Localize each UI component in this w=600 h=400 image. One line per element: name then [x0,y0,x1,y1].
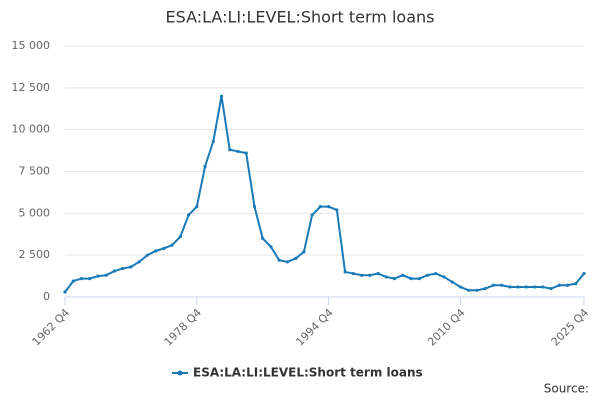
point [376,271,380,276]
point [532,285,537,289]
point [71,279,75,283]
point [516,285,520,289]
chart-title: ESA:LA:LI:LEVEL:Short term loans [166,8,435,27]
point [285,260,290,264]
point [63,290,67,294]
point [244,151,248,155]
point [178,235,182,239]
point [186,213,191,217]
point [549,287,553,291]
point [483,287,487,291]
point [475,288,479,292]
point [145,253,149,257]
point [129,265,133,269]
point [582,271,586,276]
point [500,283,504,287]
legend-text: ESA:LA:LI:LEVEL:Short term loans [193,366,423,380]
point [269,245,273,249]
x-tick-label: 2010 Q4 [425,306,468,349]
point [425,273,430,277]
point [401,273,405,277]
point [252,205,257,209]
point [392,276,397,281]
point [351,271,355,276]
point [467,288,471,292]
y-tick-label: 10 000 [12,123,51,136]
y-tick-label: 7 500 [19,165,51,178]
point [409,276,413,281]
point [318,205,322,209]
point [277,258,281,262]
x-tick-label: 1994 Q4 [293,306,336,349]
point [565,283,570,287]
point [211,139,215,143]
point [310,213,314,217]
point [219,94,224,98]
point [261,236,265,241]
point [491,283,495,287]
point [112,269,117,273]
x-tick-label: 2025 Q4 [549,306,592,349]
point [541,285,545,289]
point [574,282,578,286]
point [343,270,347,274]
point [508,285,512,289]
point [450,280,454,284]
point [170,243,174,247]
point [434,271,438,276]
point [294,256,298,261]
point [137,260,141,264]
point [228,148,232,152]
legend-marker [177,370,183,376]
point [417,276,421,281]
point [121,266,125,271]
series-line [64,96,585,293]
point [327,205,331,209]
point [458,285,463,289]
y-tick-label: 2 500 [19,248,51,261]
source: Source: [544,382,589,396]
point [88,276,92,281]
point [384,275,388,279]
point [96,274,100,278]
point [79,276,84,281]
point [236,149,240,154]
point [368,273,372,277]
y-tick-label: 15 000 [12,39,51,52]
point [524,285,528,289]
x-tick-label: 1962 Q4 [30,306,73,349]
x-tick-label: 1978 Q4 [162,306,205,349]
point [104,273,108,277]
y-tick-label: 0 [43,290,50,303]
point [162,246,166,251]
point [557,283,561,287]
point [154,249,158,253]
point [302,250,306,254]
point [335,208,339,212]
point [203,164,207,169]
y-tick-label: 12 500 [12,81,51,94]
point [442,275,446,279]
point [195,205,199,209]
y-tick-label: 5 000 [19,206,51,219]
point [359,273,364,277]
